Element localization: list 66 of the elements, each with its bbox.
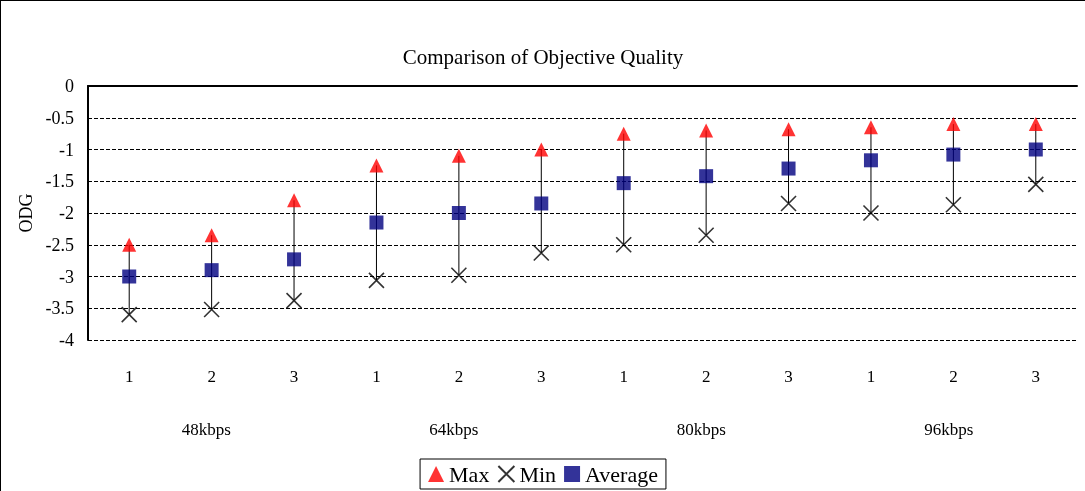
- y-axis-title: ODG: [15, 193, 36, 233]
- point: [369, 158, 384, 173]
- point: [1027, 176, 1045, 193]
- y-tick-label: -2: [59, 203, 74, 223]
- point: [451, 148, 466, 163]
- point: [945, 196, 962, 214]
- x-tick-label: 2: [454, 367, 464, 386]
- point: [780, 195, 797, 212]
- point: [699, 123, 714, 138]
- x-tick-label: 1: [866, 367, 876, 386]
- x-tick-label: 3: [537, 367, 546, 386]
- point: [946, 147, 961, 162]
- point: [450, 266, 468, 284]
- point: [863, 120, 878, 135]
- point: [946, 117, 961, 132]
- chart-title: Comparison of Objective Quality: [402, 44, 684, 69]
- x-tick-label: 3: [1031, 367, 1041, 386]
- point: [863, 153, 878, 168]
- point: [1028, 142, 1043, 157]
- point: [697, 226, 715, 244]
- legend-label: Min: [519, 461, 557, 487]
- point: [122, 237, 137, 252]
- legend-label: Max: [449, 461, 490, 487]
- point: [368, 272, 385, 289]
- x-tick-label: 1: [372, 367, 381, 386]
- point: [287, 252, 302, 267]
- point: [287, 193, 302, 208]
- x-tick-label: 2: [949, 367, 958, 386]
- point: [451, 206, 466, 220]
- x-tick-label: 1: [124, 367, 134, 386]
- point: [616, 126, 631, 141]
- legend-label: Average: [585, 461, 658, 487]
- y-tick-label: -3: [59, 266, 74, 287]
- text: 96kbps: [924, 420, 974, 439]
- x-tick-label: 3: [289, 367, 299, 386]
- x-tick-label: 2: [207, 367, 216, 386]
- point: [204, 228, 219, 243]
- point: [534, 196, 549, 211]
- point: [532, 244, 550, 262]
- point: [615, 236, 633, 254]
- point: [616, 176, 631, 191]
- point: [369, 215, 384, 230]
- y-tick-label: -1.5: [45, 171, 74, 192]
- y-tick-label: -4: [59, 330, 74, 350]
- x-tick-label: 2: [701, 367, 711, 386]
- text: 48kbps: [181, 420, 231, 439]
- point: [781, 161, 796, 176]
- point: [1028, 117, 1043, 132]
- point: [204, 263, 219, 278]
- y-tick-label: -2.5: [45, 234, 74, 255]
- point: [285, 292, 303, 309]
- text: 64kbps: [429, 420, 479, 439]
- y-tick-label: -1: [59, 139, 74, 160]
- y-tick-label: -0.5: [45, 107, 74, 128]
- point: [203, 301, 220, 318]
- text: 80kbps: [676, 420, 726, 439]
- point: [534, 142, 549, 157]
- point: [122, 269, 137, 284]
- point: [781, 122, 796, 137]
- point: [120, 306, 138, 323]
- point: [862, 204, 880, 222]
- y-tick-label: -3.5: [45, 298, 74, 319]
- y-tick-label: 0: [65, 76, 74, 96]
- point: [699, 169, 714, 184]
- x-tick-label: 3: [784, 367, 793, 386]
- x-tick-label: 1: [619, 367, 628, 386]
